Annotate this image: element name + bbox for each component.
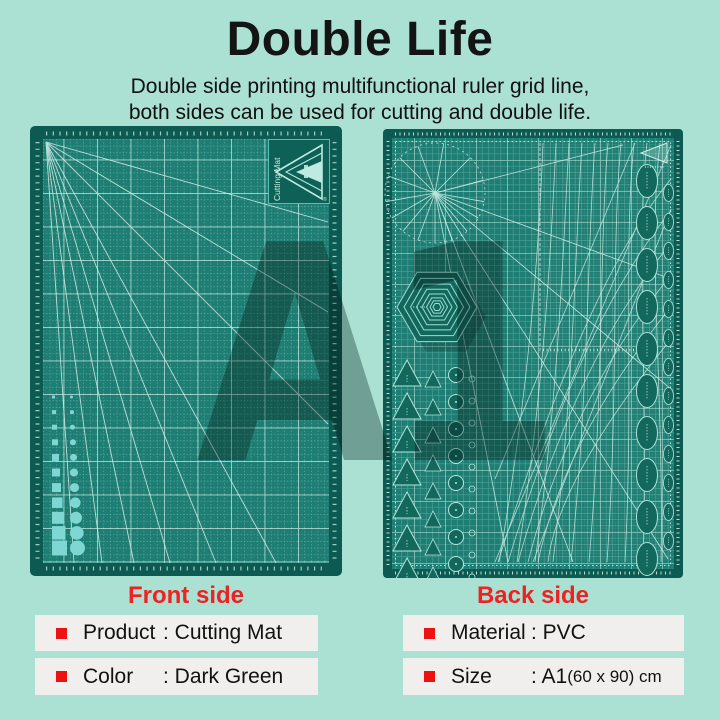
back-side-label: Back side bbox=[476, 582, 590, 609]
back-ruler-ticks bbox=[386, 132, 680, 575]
info-label: Color bbox=[83, 664, 134, 688]
info-value: : Cutting Mat bbox=[163, 621, 283, 644]
subtitle-line1: Double side printing multifunctional rul… bbox=[130, 75, 590, 98]
info-label: Material bbox=[451, 621, 526, 644]
info-value-suffix: (60 x 90) cm bbox=[567, 666, 662, 686]
info-value: : A1 bbox=[531, 664, 568, 688]
info-value: : Dark Green bbox=[163, 664, 284, 688]
back-mat-logo bbox=[639, 142, 668, 168]
back-mat-image bbox=[383, 129, 683, 578]
svg-text:®: ® bbox=[323, 196, 327, 203]
mountain-logo-icon bbox=[274, 143, 323, 201]
red-bullet-icon bbox=[424, 627, 435, 639]
red-bullet-icon bbox=[56, 671, 67, 682]
info-row-size: Size : A1 (60 x 90) cm bbox=[403, 658, 684, 695]
info-row-material: Material : PVC bbox=[403, 615, 684, 651]
back-curve-grid bbox=[494, 142, 672, 563]
info-label: Size bbox=[451, 664, 492, 688]
mat-logo-text: Cutting Mat bbox=[272, 157, 282, 201]
back-oval-templates bbox=[636, 164, 674, 576]
info-label: Product bbox=[83, 621, 156, 644]
front-mat-logo: ® Cutting Mat bbox=[268, 139, 330, 204]
back-protractor bbox=[384, 142, 672, 563]
front-side-label: Front side bbox=[127, 582, 244, 609]
info-row-product: Product : Cutting Mat bbox=[35, 615, 318, 651]
mountain-logo-icon bbox=[639, 142, 668, 164]
back-triangle-circle-templates bbox=[392, 358, 476, 578]
front-angle-fan-lines bbox=[45, 141, 329, 564]
red-bullet-icon bbox=[56, 627, 67, 639]
front-mat-image: ® Cutting Mat bbox=[30, 126, 342, 576]
subtitle-line2: both sides can be used for cutting and d… bbox=[128, 101, 592, 125]
info-row-color: Color : Dark Green bbox=[35, 658, 318, 695]
red-bullet-icon bbox=[424, 671, 435, 682]
back-hexagon-template bbox=[396, 271, 486, 352]
page-title: Double Life bbox=[226, 13, 494, 66]
info-value: : PVC bbox=[531, 621, 586, 644]
front-shape-templates bbox=[52, 395, 85, 556]
